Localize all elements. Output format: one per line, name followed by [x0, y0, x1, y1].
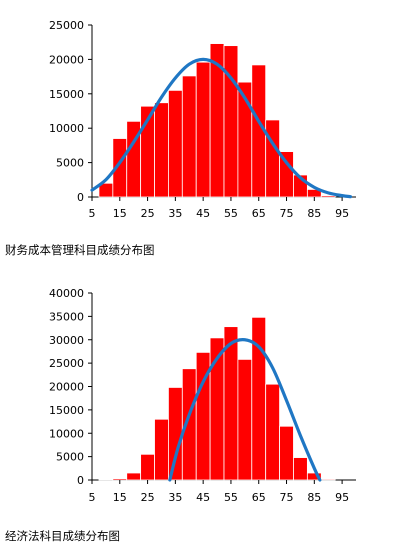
histogram-bar — [126, 472, 142, 481]
y-tick-label: 35000 — [49, 310, 84, 323]
x-tick-label: 35 — [168, 491, 182, 504]
x-tick-label: 95 — [335, 207, 349, 220]
histogram-bar — [195, 61, 211, 198]
x-tick-label: 55 — [224, 207, 238, 220]
histogram-bar — [154, 418, 169, 481]
y-tick-label: 25000 — [49, 357, 84, 370]
x-tick-label: 15 — [113, 491, 127, 504]
histogram-bar — [265, 119, 280, 198]
histogram-bar — [320, 195, 336, 198]
y-tick-label: 5000 — [56, 157, 84, 170]
chart-caption-finance-cost: 财务成本管理科目成绩分布图 — [5, 243, 155, 257]
histogram-bar — [265, 383, 280, 481]
y-tick-label: 10000 — [49, 122, 84, 135]
x-tick-label: 75 — [280, 491, 294, 504]
histogram-bar — [140, 453, 155, 481]
x-tick-label: 65 — [252, 207, 266, 220]
y-tick-label: 20000 — [49, 381, 84, 394]
x-tick-label: 85 — [307, 491, 321, 504]
histogram-bar — [168, 387, 183, 481]
y-tick-label: 10000 — [49, 427, 84, 440]
y-tick-label: 15000 — [49, 404, 84, 417]
x-tick-label: 5 — [89, 491, 96, 504]
x-tick-label: 85 — [307, 207, 321, 220]
x-tick-label: 15 — [113, 207, 127, 220]
x-tick-label: 55 — [224, 491, 238, 504]
histogram-bar — [181, 75, 197, 198]
histogram-bar — [237, 358, 253, 481]
histogram-bar — [279, 425, 294, 481]
y-tick-label: 25000 — [49, 19, 84, 32]
x-tick-label: 95 — [335, 491, 349, 504]
histogram-bar — [168, 89, 183, 198]
chart-caption-economic-law: 经济法科目成绩分布图 — [5, 529, 120, 543]
fitted-distribution-curve — [90, 57, 353, 199]
chart-panel-economic-law: 0 5000 10000 15000 20000 25000 30000 35000 40000… — [4, 279, 396, 512]
histogram-bar — [112, 478, 128, 481]
histogram-bar — [320, 478, 336, 481]
x-tick-label: 35 — [168, 207, 182, 220]
y-tick-label: 40000 — [49, 287, 84, 300]
histogram-chart-finance-cost: 0 5000 10000 15000 20000 25000 5 15 25 35 45 55 65 75… — [49, 19, 356, 220]
x-tick-label: 45 — [196, 207, 210, 220]
y-tick-label: 0 — [77, 191, 84, 204]
y-tick-label: 5000 — [56, 451, 84, 464]
histogram-bar — [154, 102, 169, 198]
histogram-chart-economic-law: 0 5000 10000 15000 20000 25000 30000 35000 40000… — [49, 287, 356, 504]
x-tick-label: 65 — [252, 491, 266, 504]
chart-panel-finance-cost: 0 5000 10000 15000 20000 25000 5 15 25 35 45 55 65 75… — [4, 3, 396, 231]
x-tick-label: 25 — [141, 491, 155, 504]
x-tick-label: 5 — [89, 207, 96, 220]
x-tick-label: 25 — [141, 207, 155, 220]
y-tick-label: 15000 — [49, 88, 84, 101]
x-tick-label: 45 — [196, 491, 210, 504]
histogram-bar — [293, 457, 308, 481]
y-tick-label: 30000 — [49, 334, 84, 347]
histogram-bar — [223, 45, 239, 198]
fitted-distribution-curve — [168, 338, 322, 482]
x-tick-label: 75 — [280, 207, 294, 220]
y-tick-label: 20000 — [49, 53, 84, 66]
y-tick-label: 0 — [77, 474, 84, 487]
